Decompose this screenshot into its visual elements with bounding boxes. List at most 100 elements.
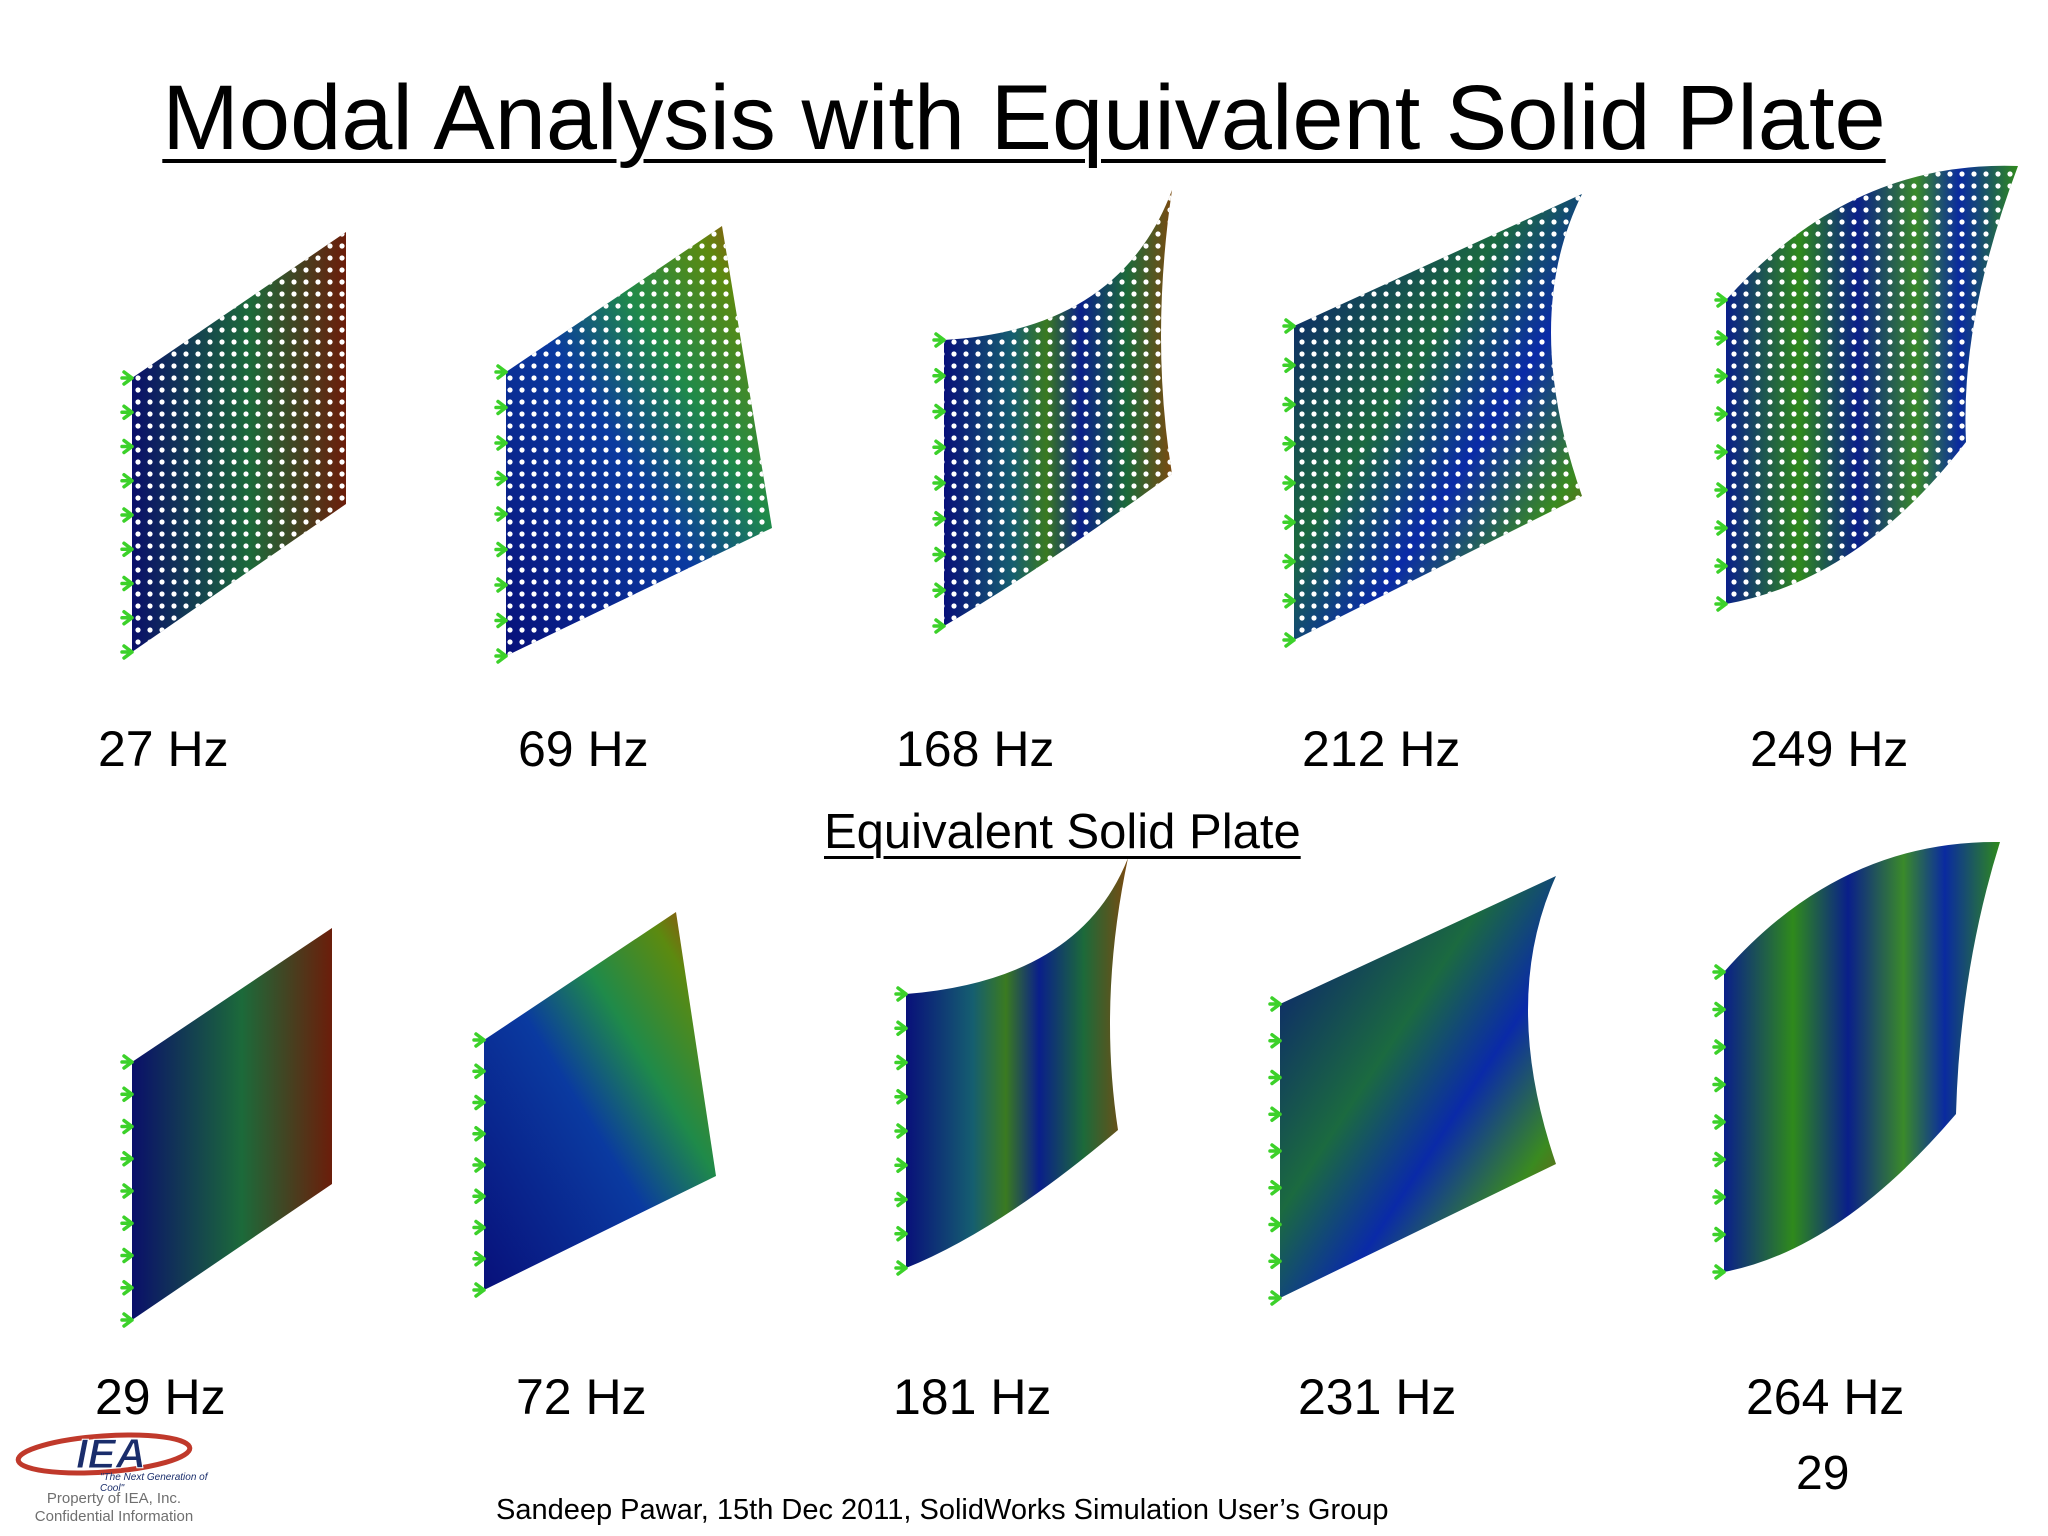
fixed-support-arrow-icon [1268, 1106, 1282, 1122]
perforated-plate-mode-5-holes [1726, 165, 2018, 605]
fixed-support-arrow-icon [120, 370, 134, 386]
perforated-plate-mode-4 [1282, 194, 1582, 648]
slide-title: Modal Analysis with Equivalent Solid Pla… [162, 67, 1886, 169]
fixed-support-arrow-icon [120, 1215, 134, 1231]
fixed-support-arrow-icon [472, 1094, 486, 1111]
company-logo: IEA "The Next Generation of Cool" Proper… [14, 1424, 226, 1534]
fixed-support-arrow-icon [894, 1054, 908, 1071]
fixed-support-arrow-icon [120, 1247, 134, 1264]
fixed-support-arrow-icon [472, 1157, 486, 1173]
fixed-support-arrow-icon [932, 439, 946, 455]
fixed-support-arrow-icon [894, 1157, 908, 1173]
fixed-support-arrow-icon [1712, 1189, 1726, 1205]
fixed-support-arrow-icon [494, 577, 508, 593]
fixed-support-arrow-icon [1282, 318, 1296, 334]
solid-plate-mode-1-surface [132, 928, 332, 1320]
fixed-support-arrow-icon [1712, 1151, 1726, 1168]
solid-plate-mode-4-surface [1280, 876, 1556, 1298]
fixed-support-arrow-icon [1712, 1039, 1726, 1055]
solid-plate-mode-2 [472, 912, 716, 1298]
fixed-support-arrow-icon [1268, 1180, 1282, 1196]
fixed-support-arrow-icon [472, 1219, 486, 1236]
perforated-plate-mode-4-holes [1294, 194, 1582, 640]
fixed-support-arrow-icon [894, 1260, 908, 1276]
solid-plate-mode-3-surface [906, 858, 1128, 1268]
fixed-support-arrow-icon [494, 506, 508, 522]
fixed-support-arrow-icon [1268, 1033, 1282, 1049]
freq-bottom-4: 231 Hz [1298, 1369, 1457, 1425]
fixed-support-arrow-icon [894, 1123, 908, 1139]
logo-tagline: "The Next Generation of Cool" [100, 1472, 208, 1494]
fixed-support-arrow-icon [494, 612, 508, 629]
fixed-support-arrow-icon [1282, 632, 1296, 648]
fixed-support-arrow-icon [1282, 475, 1296, 491]
fixed-support-arrow-icon [932, 511, 946, 527]
fixed-support-arrow-icon [932, 475, 946, 491]
fixed-support-arrow-icon [1268, 1216, 1282, 1233]
perforated-plate-mode-1-holes [132, 232, 346, 652]
fixed-support-arrow-icon [120, 1312, 134, 1328]
fixed-support-arrow-icon [932, 332, 946, 348]
fixed-support-arrow-icon [932, 618, 946, 634]
solid-plate-mode-1 [120, 928, 332, 1328]
fixed-support-arrow-icon [1712, 964, 1726, 980]
iea-logo-icon: IEA [15, 1430, 193, 1478]
fixed-support-arrow-icon [120, 1183, 134, 1199]
fixed-support-arrow-icon [1714, 406, 1728, 422]
fixed-support-arrow-icon [1268, 996, 1282, 1012]
solid-plate-mode-5 [1712, 841, 2000, 1280]
fixed-support-arrow-icon [1712, 1264, 1726, 1280]
fixed-support-arrow-icon [932, 582, 946, 598]
fixed-support-arrow-icon [120, 575, 134, 592]
perforated-plate-mode-5 [1714, 165, 2018, 612]
fixed-support-arrow-icon [894, 986, 908, 1002]
fixed-support-arrow-icon [1268, 1253, 1282, 1269]
fixed-support-arrow-icon [120, 610, 134, 626]
fixed-support-arrow-icon [1714, 368, 1728, 384]
fixed-support-arrow-icon [1714, 596, 1728, 612]
fixed-support-arrow-icon [1282, 514, 1296, 530]
fixed-support-arrow-icon [1712, 1114, 1726, 1130]
fixed-support-arrow-icon [1712, 1076, 1726, 1093]
fixed-support-arrow-icon [932, 368, 946, 384]
fixed-support-arrow-icon [472, 1126, 486, 1142]
fixed-support-arrow-icon [1282, 553, 1296, 570]
solid-plate-mode-2-surface [484, 912, 716, 1290]
fixed-support-arrow-icon [120, 644, 134, 660]
fixed-support-arrow-icon [1268, 1143, 1282, 1159]
fixed-support-arrow-icon [472, 1251, 486, 1267]
solid-plate-mode-3 [894, 858, 1128, 1276]
page-number: 29 [1796, 1447, 1850, 1500]
fixed-support-arrow-icon [472, 1282, 486, 1298]
property-line-2: Confidential Information [34, 1508, 194, 1525]
freq-bottom-1: 29 Hz [95, 1369, 226, 1425]
perforated-plate-mode-3-holes [944, 190, 1172, 626]
fixed-support-arrow-icon [1714, 520, 1728, 536]
fixed-support-arrow-icon [1268, 1290, 1282, 1306]
perforated-plate-mode-1 [120, 232, 346, 660]
fixed-support-arrow-icon [1712, 1226, 1726, 1243]
fixed-support-arrow-icon [472, 1063, 486, 1079]
fixed-support-arrow-icon [472, 1032, 486, 1048]
section-subtitle: Equivalent Solid Plate [824, 805, 1301, 859]
fixed-support-arrow-icon [1282, 396, 1296, 413]
fixed-support-arrow-icon [1714, 330, 1728, 346]
fixed-support-arrow-icon [894, 1089, 908, 1105]
fixed-support-arrow-icon [1282, 593, 1296, 609]
fixed-support-arrow-icon [1712, 1001, 1726, 1018]
fixed-support-arrow-icon [120, 507, 134, 523]
fixed-support-arrow-icon [494, 364, 508, 380]
freq-top-3: 168 Hz [896, 721, 1055, 777]
fixed-support-arrow-icon [494, 399, 508, 416]
fixed-support-arrow-icon [1268, 1069, 1282, 1086]
freq-top-4: 212 Hz [1302, 721, 1461, 777]
property-line-1: Property of IEA, Inc. [46, 1490, 182, 1507]
solid-plate-mode-4 [1268, 876, 1556, 1306]
fixed-support-arrow-icon [494, 470, 508, 487]
fixed-support-arrow-icon [894, 1191, 908, 1208]
freq-bottom-5: 264 Hz [1746, 1369, 1905, 1425]
fixed-support-arrow-icon [494, 435, 508, 451]
fixed-support-arrow-icon [894, 1226, 908, 1242]
fixed-support-arrow-icon [120, 1118, 134, 1135]
